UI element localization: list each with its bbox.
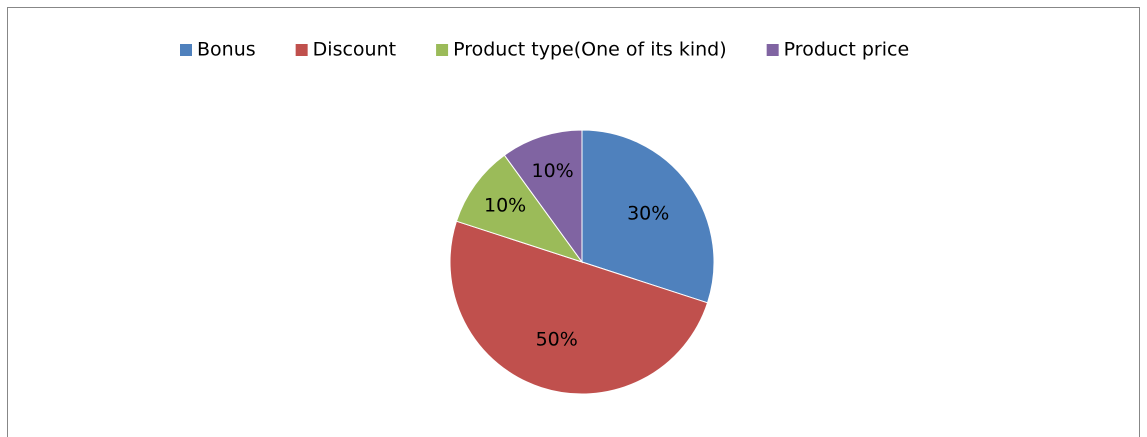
legend-label: Discount xyxy=(313,39,396,61)
legend-label: Bonus xyxy=(197,39,256,61)
pie-slice xyxy=(455,154,584,263)
legend-label: Product type(One of its kind) xyxy=(453,39,727,61)
pie-slice xyxy=(581,129,715,304)
legend-swatch xyxy=(436,44,449,56)
data-label: 10% xyxy=(484,195,526,217)
legend-swatch xyxy=(766,44,779,56)
pie-slice xyxy=(503,129,583,264)
legend-label: Product price xyxy=(784,39,909,61)
data-label: 10% xyxy=(532,160,574,182)
chart-border xyxy=(7,7,1140,437)
data-label: 30% xyxy=(627,202,669,224)
legend-swatch xyxy=(295,44,308,56)
data-label: 50% xyxy=(536,328,578,350)
pie-slice xyxy=(449,220,709,395)
legend-swatch xyxy=(180,44,192,56)
